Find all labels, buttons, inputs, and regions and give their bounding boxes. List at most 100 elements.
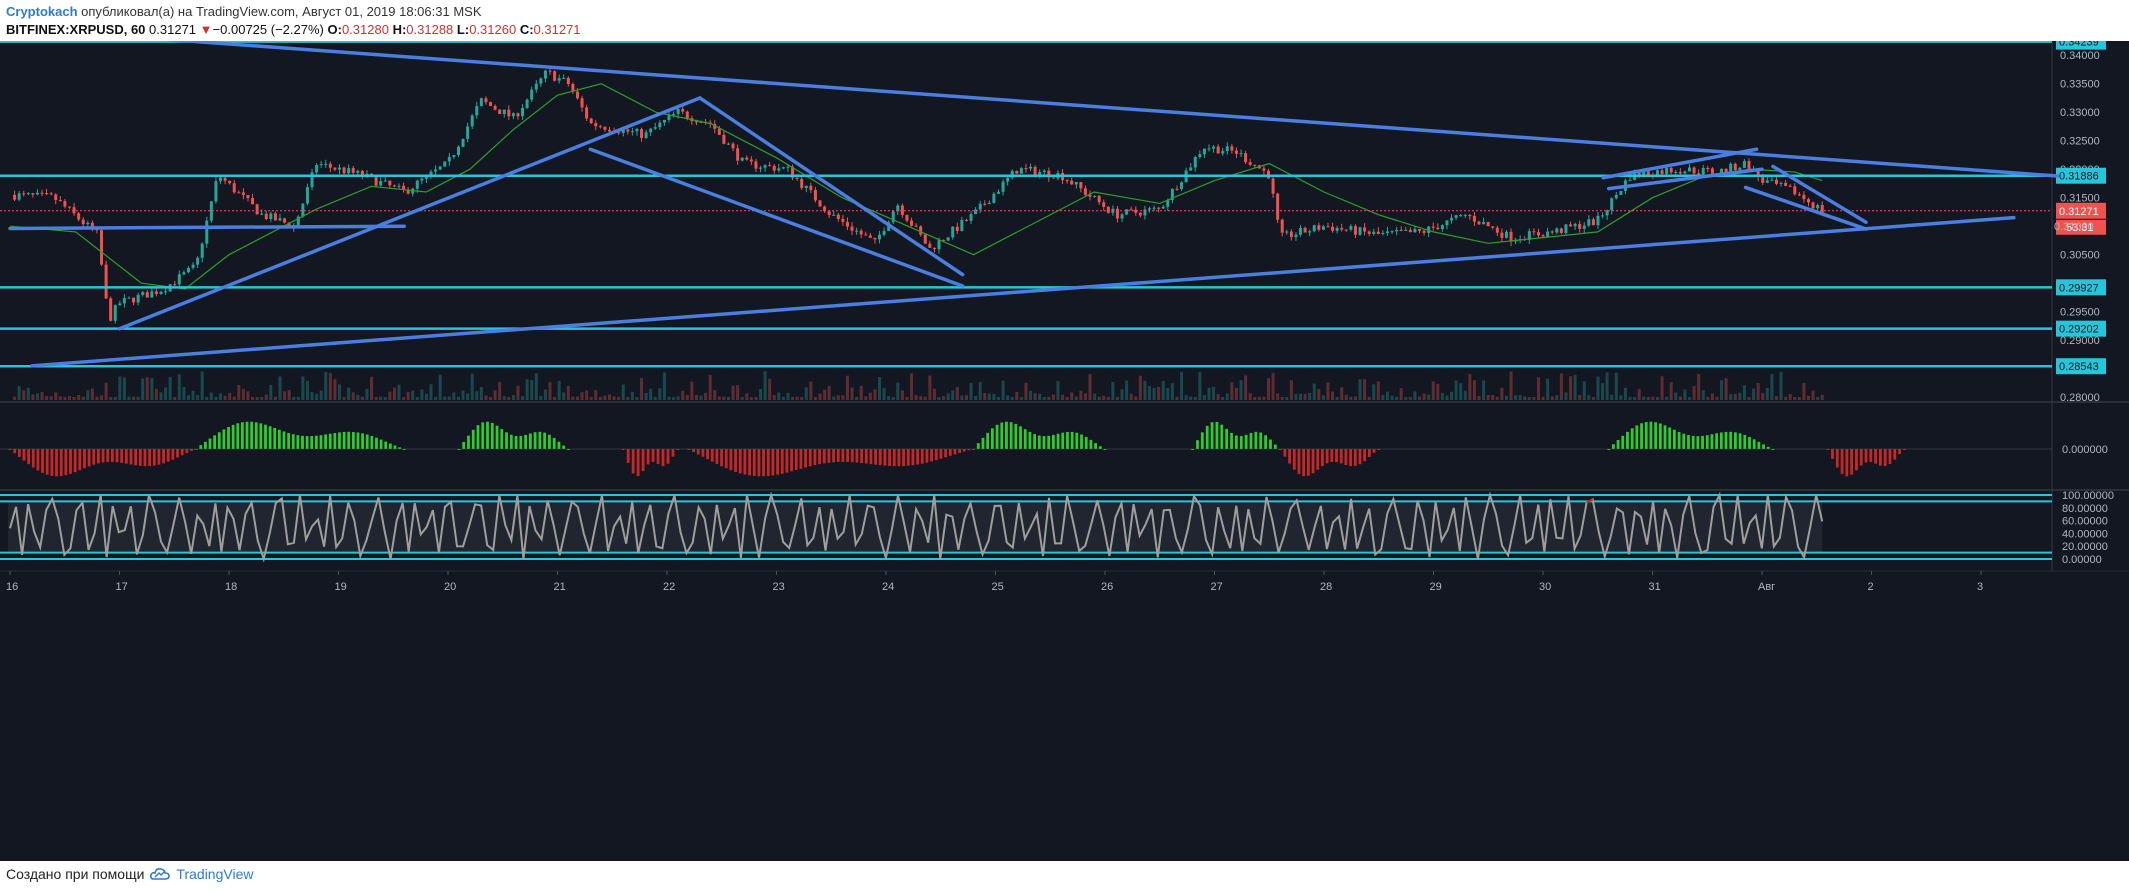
oscillator-histogram-bar <box>729 449 733 471</box>
candle-body <box>1747 161 1751 171</box>
chart-area[interactable]: 0.340000.335000.330000.325000.320000.315… <box>0 33 2129 861</box>
candle-body <box>1102 202 1106 207</box>
volume-bar <box>1408 396 1412 400</box>
oscillator-histogram-bar <box>319 435 323 449</box>
candle-body <box>1784 182 1788 186</box>
candle-body <box>640 129 644 138</box>
candle-body <box>891 211 895 223</box>
volume-bar <box>58 396 62 400</box>
oscillator-histogram-bar <box>696 449 700 455</box>
volume-bar <box>1601 383 1605 400</box>
oscillator-histogram-bar <box>543 432 547 449</box>
volume-bar <box>1390 395 1394 400</box>
candle-body <box>1472 215 1476 222</box>
last-price-label-bg <box>2056 202 2106 219</box>
candle-body <box>1701 167 1705 175</box>
candle-body <box>992 193 996 203</box>
volume-bar <box>383 396 387 400</box>
volume-bar <box>781 396 785 400</box>
volume-bar <box>928 375 932 400</box>
price-tick-label: 0.32500 <box>2060 136 2100 148</box>
volume-bar <box>35 393 39 400</box>
volume-bar <box>255 396 259 400</box>
candle-body <box>415 180 419 189</box>
candle-body <box>1578 223 1582 229</box>
oscillator-histogram-bar <box>1094 443 1098 449</box>
volume-bar <box>40 391 44 400</box>
volume-bar <box>374 396 378 400</box>
volume-bar <box>466 393 470 400</box>
oscillator-histogram-bar <box>743 449 747 475</box>
volume-bar <box>150 378 154 400</box>
oscillator-histogram-bar <box>342 431 346 449</box>
candle-body <box>118 303 122 306</box>
volume-bar <box>402 396 406 400</box>
candle-body <box>260 213 264 215</box>
candle-body <box>1033 166 1037 176</box>
volume-bar <box>104 382 108 400</box>
candle-body <box>1340 227 1344 230</box>
oscillator-histogram-bar <box>808 449 812 467</box>
oscillator-histogram-bar <box>115 449 119 463</box>
volume-bar <box>1248 393 1252 400</box>
tradingview-link[interactable]: TradingView <box>176 866 254 882</box>
tradingview-cloud-icon[interactable] <box>150 867 171 881</box>
candle-body <box>1692 167 1696 174</box>
candle-body <box>113 305 117 321</box>
candle-body <box>154 291 158 294</box>
oscillator-histogram-bar <box>1640 423 1643 449</box>
candle-body <box>141 292 145 295</box>
candle-body <box>878 234 882 240</box>
oscillator-histogram-bar <box>1230 432 1233 449</box>
volume-bar <box>996 396 1000 400</box>
volume-bar <box>1793 396 1797 400</box>
volume-bar <box>1120 389 1124 400</box>
candle-body <box>132 297 136 303</box>
oscillator-histogram-bar <box>1302 449 1306 477</box>
candle-body <box>1038 171 1042 176</box>
high-label: H: <box>392 22 407 37</box>
candle-body <box>77 213 81 220</box>
volume-bar <box>1038 393 1042 400</box>
volume-bar <box>196 395 200 400</box>
author-link[interactable]: Cryptokach <box>6 4 78 19</box>
oscillator-histogram-bar <box>490 422 494 449</box>
volume-bar <box>1669 382 1673 400</box>
volume-bar <box>1230 382 1234 400</box>
oscillator-histogram-bar <box>548 434 551 449</box>
candle-body <box>598 126 602 128</box>
candle-body <box>1706 167 1710 169</box>
stochastic-overbought-segment <box>1586 498 1594 504</box>
volume-bar <box>1193 396 1197 400</box>
volume-bar <box>1065 396 1069 400</box>
candle-body <box>1710 168 1714 174</box>
candle-body <box>1413 229 1417 233</box>
candle-body <box>22 193 26 195</box>
volume-bar <box>969 383 973 400</box>
volume-bar <box>740 396 744 400</box>
candle-body <box>736 148 740 161</box>
volume-bar <box>1569 376 1573 400</box>
candle-body <box>296 216 300 226</box>
price-tick-label: 0.33000 <box>2060 107 2100 119</box>
symbol-name[interactable]: BITFINEX:XRPUSD, 60 <box>6 22 146 37</box>
price-chart-svg[interactable]: 0.340000.335000.330000.325000.320000.315… <box>0 33 2129 861</box>
candle-body <box>607 129 611 132</box>
candle-body <box>1601 215 1605 217</box>
oscillator-histogram-bar <box>976 443 980 449</box>
oscillator-histogram-bar <box>888 449 891 466</box>
candle-body <box>1720 168 1724 174</box>
candle-body <box>511 113 515 117</box>
oscillator-histogram-bar <box>1738 433 1742 449</box>
candle-body <box>186 267 190 273</box>
oscillator-histogram-bar <box>962 449 966 452</box>
oscillator-histogram-bar <box>715 449 719 464</box>
candle-body <box>1500 232 1504 238</box>
volume-bar <box>1376 381 1380 400</box>
volume-bar <box>26 387 30 400</box>
volume-bar <box>850 387 854 400</box>
oscillator-histogram-bar <box>1349 449 1352 467</box>
volume-bar <box>347 387 351 400</box>
volume-bar <box>72 396 76 400</box>
volume-bar <box>1427 394 1431 400</box>
